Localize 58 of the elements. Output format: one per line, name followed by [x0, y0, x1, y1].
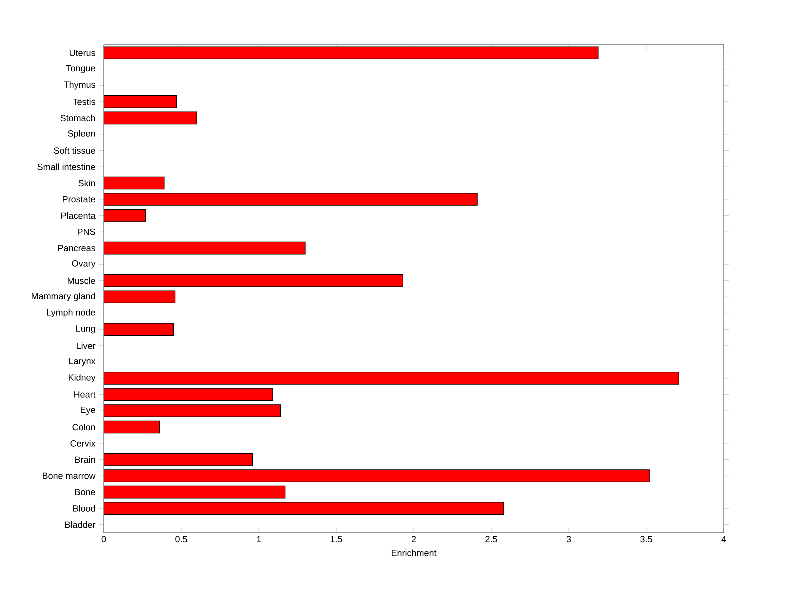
- x-tick-label: 4: [722, 536, 726, 542]
- y-tick-label: Uterus: [70, 50, 96, 56]
- bar: [104, 242, 306, 255]
- bar: [104, 486, 286, 499]
- y-tick-label: Bone: [76, 489, 96, 496]
- bar: [104, 290, 176, 304]
- y-tick-label: Eye: [81, 406, 96, 416]
- bar: [104, 193, 478, 206]
- bar: [104, 209, 146, 222]
- y-tick-label: Liver: [77, 342, 96, 350]
- x-tick-label: 1: [257, 536, 262, 542]
- y-tick-label: Larynx: [70, 358, 96, 366]
- bar: [104, 404, 282, 418]
- bar: [104, 372, 680, 385]
- bar: [104, 176, 165, 190]
- y-tick-label: Cervix: [70, 440, 96, 447]
- y-tick-label: Heart: [74, 392, 96, 398]
- x-tick-label: 0: [102, 536, 106, 543]
- bar: [104, 96, 178, 108]
- y-tick-label: Tongue: [66, 65, 96, 74]
- bar: [104, 323, 174, 336]
- y-tick-label: Soft tissue: [54, 147, 96, 154]
- x-tick-label: 0.5: [176, 536, 188, 543]
- y-tick-label: Skin: [78, 180, 96, 187]
- y-tick-label: Mammary gland: [32, 292, 96, 302]
- y-tick-label: Small intestine: [38, 164, 96, 170]
- y-tick-label: Lung: [76, 326, 96, 334]
- y-tick-label: Colon: [72, 424, 96, 431]
- x-tick-label: 2: [412, 536, 416, 542]
- x-tick-label: 1.5: [330, 536, 342, 542]
- y-tick-label: Kidney: [69, 374, 96, 383]
- bar: [104, 502, 504, 515]
- x-tick-label: 2.5: [486, 536, 498, 543]
- y-tick-label: PNS: [78, 228, 96, 236]
- y-tick-label: Blood: [74, 505, 96, 512]
- y-tick-label: Muscle: [68, 278, 96, 284]
- y-tick-label: Stomach: [60, 114, 96, 122]
- bar: [104, 453, 254, 466]
- x-axis-title: Enrichment: [392, 550, 437, 556]
- y-tick-label: Pancreas: [58, 245, 96, 252]
- y-tick-label: Brain: [76, 456, 96, 464]
- x-tick-label: 3: [566, 536, 572, 543]
- bar: [104, 112, 198, 125]
- bar: [104, 47, 598, 60]
- y-tick-label: Ovary: [72, 260, 96, 269]
- y-tick-label: Bladder: [66, 522, 96, 528]
- bar: [104, 470, 650, 482]
- y-tick-label: Prostate: [63, 196, 96, 203]
- bar: [104, 388, 274, 402]
- x-tick-label: 3.5: [640, 536, 652, 543]
- bar: [104, 420, 160, 434]
- y-tick-label: Lymph node: [47, 309, 96, 318]
- y-tick-label: Placenta: [62, 212, 96, 220]
- y-tick-label: Testis: [73, 98, 96, 106]
- bar: [104, 274, 404, 288]
- y-tick-label: Bone marrow: [43, 472, 96, 480]
- y-tick-label: Thymus: [64, 81, 96, 90]
- y-tick-label: Spleen: [68, 130, 96, 139]
